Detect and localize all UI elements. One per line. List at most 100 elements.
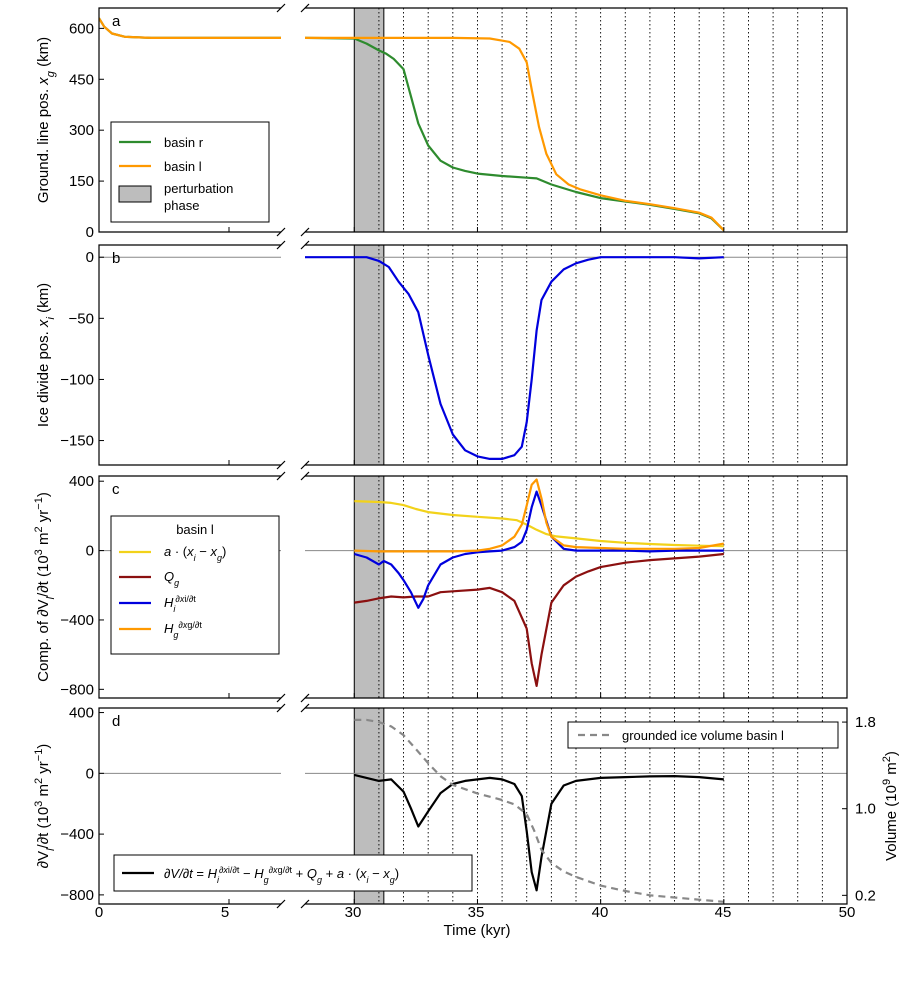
legend-label-perturbation-2: phase [164,198,199,213]
ylabel-c-part: Comp. of ∂V [35,599,52,681]
legend-label-c-1: Qg [164,569,179,588]
legend-title-basin-l: basin l [176,522,214,537]
legend-label-c-3-part: g [173,630,178,640]
ylabel-b: Ice divide pos. xi (km) [35,283,57,427]
y-tick-label: −100 [60,371,94,388]
ylabel-c-part: /∂t (10 [35,555,52,597]
legend-panel-a [110,121,270,223]
legend-label-dvdt-part: x [359,866,367,881]
ylabel-b-part: x [35,319,52,328]
legend-label-dvdt-part: − [239,866,254,881]
legend-label-dvdt-part: ∂x [269,865,278,875]
axis-break-mark [276,899,286,909]
legend-label-c-3-part: ∂x [178,620,187,630]
axis-break-mark [300,227,310,237]
series-grounded-ice-volume-basin-l [354,718,724,903]
legend-label-c-0-part: ) [222,544,226,559]
ylabel-c: Comp. of ∂Vl/∂t (103 m2 yr−1) [33,492,57,682]
ylabel-d-part: l [45,848,57,851]
ylabel-a-part: x [35,77,52,86]
legend-label-dvdt-part: ∂x [219,865,228,875]
ylabel-a-part: g [45,70,57,77]
legend-dvdt [113,854,473,892]
axis-break-mark [300,899,310,909]
series-q-g [354,552,724,688]
axis-break-mark [276,3,286,13]
legend-label-c-3-part: H [164,621,174,636]
y-tick-label: 0 [86,543,94,560]
legend-panel-c [110,515,280,655]
ylabel-c-part: m [35,533,52,550]
legend-label-dvdt-part: g [264,875,269,885]
series-a-x-i-x-g- [354,500,724,548]
legend-label-basin-r: basin r [164,135,204,150]
axes-frame-right [305,7,848,233]
legend-label-dvdt-part: H [254,866,264,881]
legend-label-c-2-part: i [184,594,186,604]
legend-label-c-2-part: /∂t [186,594,196,604]
legend-label-c-1-part: g [174,578,179,588]
ylabel-a-part: (km) [35,37,52,71]
y-tick-label: −800 [60,681,94,698]
legend-label-dvdt-part: H [208,866,218,881]
perturbation-phase-band [353,7,385,233]
y2-axis-label: Volume (109 m2) [881,751,900,861]
axis-break-mark [276,227,286,237]
axes-frame-right [305,244,848,466]
legend-label-dvdt-part: a [337,866,344,881]
legend-label-dvdt-part: i [366,875,369,885]
ylabel-d-part: yr [35,761,52,778]
x-tick-30: 30 [345,904,362,921]
legend-label-c-3: Hg∂xg/∂t [164,620,202,640]
y-tick-label: −400 [60,826,94,843]
ylabel-b-part: Ice divide pos. [35,327,52,427]
y2-axis-label-text: Volume (109 m2) [881,751,900,861]
axes-frame-right [305,475,848,699]
ylabel-a: Ground. line pos. xg (km) [35,37,57,203]
y-tick-label: 600 [69,20,94,37]
series-basin-r [99,17,281,40]
series-h-g-x-g-t [354,478,724,553]
ylabel-b-part: (km) [35,283,52,317]
legend-label-dvdt-part: i [217,875,220,885]
legend-label-c-0-part: a [164,544,171,559]
ylabel-c-part: 2 [33,526,45,532]
legend-label-c-0-part: x [209,544,217,559]
legend-label-dvdt: ∂V/∂t = Hi∂xi/∂t − Hg∂xg/∂t + Qg + a · (… [164,865,399,885]
axis-break-mark [300,3,310,13]
x-tick-40: 40 [592,904,609,921]
y2-label-part: 9 [881,779,893,785]
ylabel-c-part: −1 [33,497,45,510]
legend-label-c-2: Hi∂xi/∂t [164,594,196,614]
axis-break-mark [276,460,286,470]
y-tick-label: −400 [60,612,94,629]
y2-tick-label: 1.0 [855,801,876,818]
legend-label-dvdt-part: g [317,875,322,885]
axes-frame-left [98,707,281,905]
y-tick-label: 450 [69,71,94,88]
x-tick-5: 5 [221,904,229,921]
ylabel-d-part: −1 [33,749,45,762]
y-tick-label: 400 [69,705,94,722]
legend-label-dvdt-part: · ( [344,866,361,881]
axis-break-mark [300,240,310,250]
y-tick-label: 400 [69,473,94,490]
series-basin-l [99,17,281,40]
y2-tick-label: 1.8 [855,714,876,731]
legend-swatch-perturbation [118,185,152,203]
series--v-l-t [354,773,724,892]
ylabel-d-part: ∂V [35,851,52,868]
legend-label-volume: grounded ice volume basin l [622,728,784,743]
x-axis-label: Time (kyr) [444,922,511,939]
ylabel-d-part: 2 [33,778,45,784]
y-tick-label: 0 [86,224,94,241]
y-tick-label: 150 [69,173,94,190]
y2-label-part: 2 [881,756,893,762]
ylabel-b-text: Ice divide pos. xi (km) [35,283,57,427]
legend-label-c-0: a · (xi − xg) [164,544,226,563]
legend-label-c-3-part: g [187,620,192,630]
x-tick-35: 35 [468,904,485,921]
axis-break-mark [300,703,310,713]
series-h-i-x-i-t [353,490,724,609]
